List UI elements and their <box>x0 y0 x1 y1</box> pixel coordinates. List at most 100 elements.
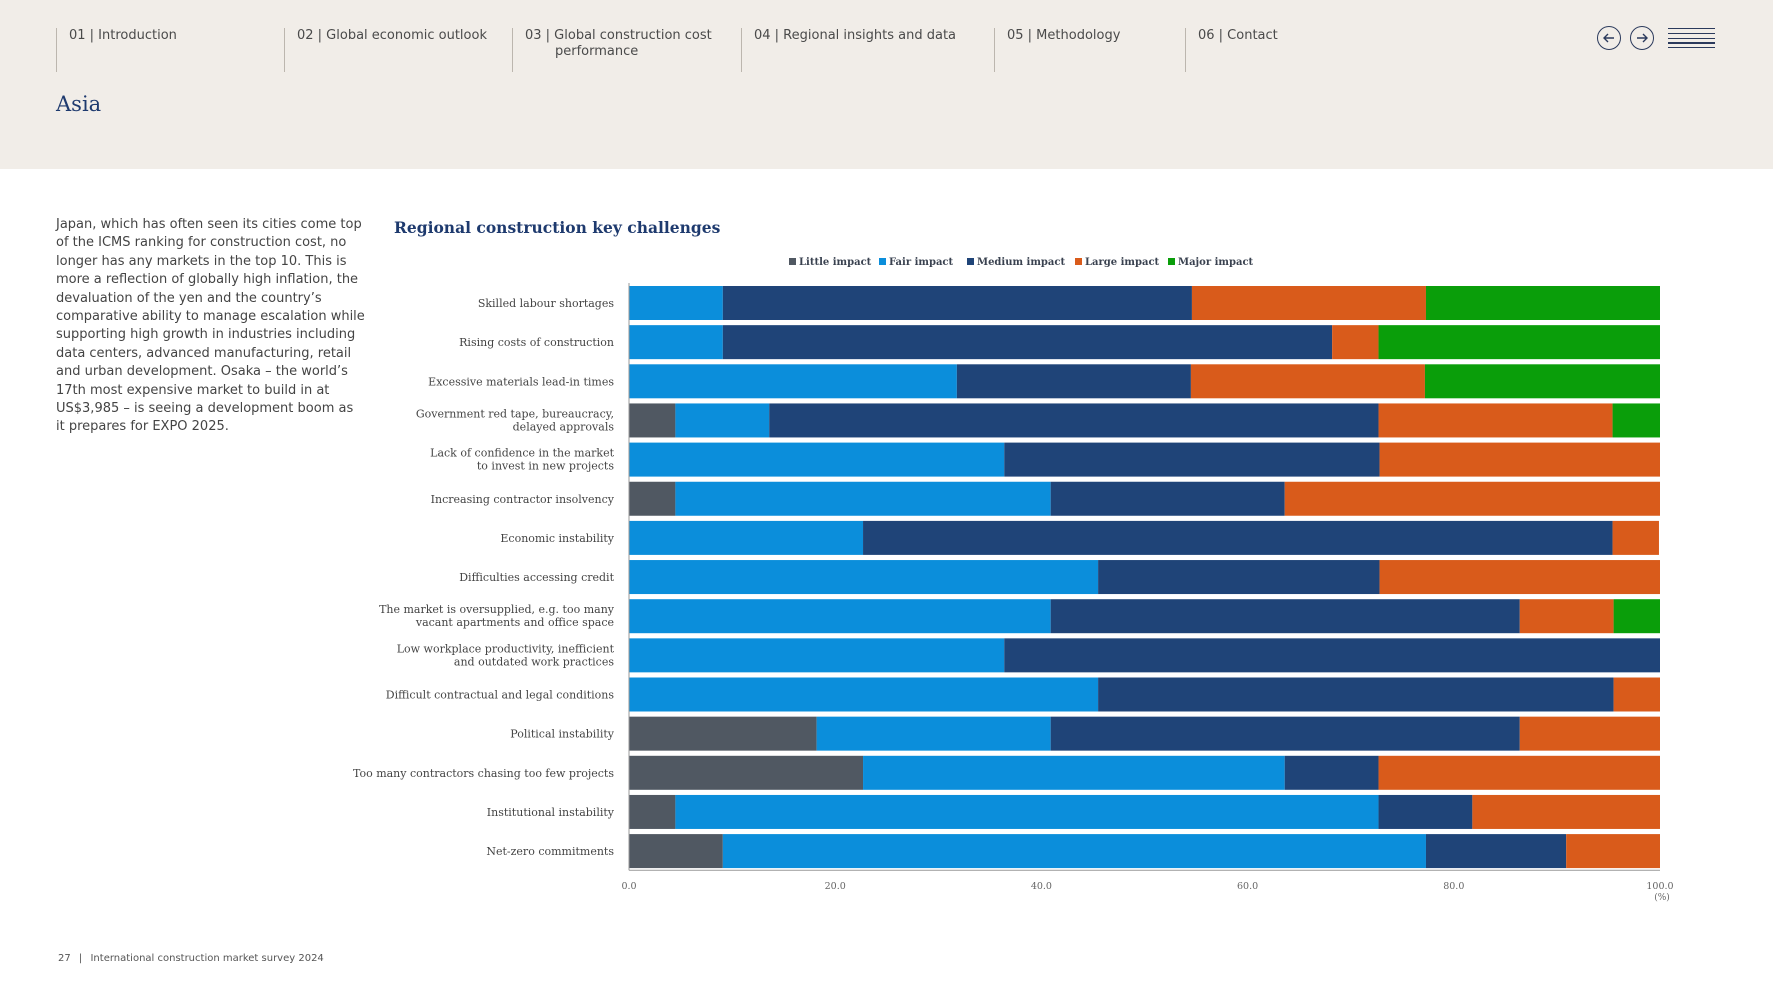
bar-segment-medium <box>1098 677 1614 712</box>
body-paragraph: Japan, which has often seen its cities c… <box>56 217 365 435</box>
bar-segment-little <box>629 481 676 516</box>
category-label: Net-zero commitments <box>486 845 614 858</box>
x-tick-label: 0.0 <box>621 881 636 892</box>
next-page-button[interactable] <box>1630 26 1654 50</box>
bar-segment-medium <box>1050 716 1520 751</box>
category-label: vacant apartments and office space <box>415 616 614 629</box>
category-label: Too many contractors chasing too few pro… <box>353 767 614 780</box>
category-label: Government red tape, bureaucracy, <box>416 407 614 420</box>
category-label: to invest in new projects <box>477 460 614 473</box>
previous-page-button[interactable] <box>1597 26 1621 50</box>
category-label: Difficulties accessing credit <box>459 571 614 584</box>
x-tick-label: 40.0 <box>1031 881 1052 892</box>
bar-segment-medium <box>722 286 1192 320</box>
bar-segment-large <box>1519 599 1614 634</box>
bar-segment-large <box>1379 442 1660 477</box>
category-label: Skilled labour shortages <box>478 297 615 310</box>
bar-segment-fair <box>722 834 1426 869</box>
legend-swatch <box>1075 258 1082 265</box>
legend-label: Major impact <box>1178 257 1254 268</box>
menu-button[interactable] <box>1668 28 1715 52</box>
bar-segment-fair <box>629 520 864 555</box>
bar-segment-medium <box>1004 442 1380 477</box>
category-label: Institutional instability <box>487 806 615 819</box>
bar-segment-major <box>1613 599 1660 634</box>
bar-segment-little <box>629 403 676 438</box>
hamburger-icon <box>1668 28 1715 49</box>
bar-segment-medium <box>1425 834 1567 869</box>
bar-segment-fair <box>629 599 1051 634</box>
bar-segment-fair <box>629 560 1099 595</box>
legend-label: Fair impact <box>889 257 954 268</box>
publication-title: International construction market survey… <box>90 953 324 964</box>
bar-segment-fair <box>629 677 1099 712</box>
x-tick-label: 60.0 <box>1237 881 1258 892</box>
footer: 27 | International construction market s… <box>58 953 324 964</box>
category-label: Political instability <box>510 728 615 741</box>
bar-segment-large <box>1519 716 1660 751</box>
bar-segment-little <box>629 834 723 869</box>
category-label: and outdated work practices <box>454 655 614 668</box>
nav-label: 02 | Global economic outlook <box>297 28 487 43</box>
bar-segment-large <box>1191 286 1426 320</box>
bar-segment-fair <box>863 755 1285 790</box>
bar-segment-medium <box>863 520 1613 555</box>
bar-segment-little <box>629 794 676 829</box>
bar-segment-medium <box>1004 638 1660 673</box>
bar-segment-large <box>1612 520 1659 555</box>
legend-label: Little impact <box>799 257 872 268</box>
bar-segment-medium <box>722 325 1333 360</box>
nav-label: 03 | Global construction cost <box>525 28 712 43</box>
bar-segment-medium <box>1050 599 1520 634</box>
bar-segment-major <box>1424 364 1660 399</box>
legend-swatch <box>789 258 796 265</box>
legend-swatch <box>1168 258 1175 265</box>
bar-segment-major <box>1378 325 1660 360</box>
legend-swatch <box>879 258 886 265</box>
chart-title: Regional construction key challenges <box>394 218 721 237</box>
category-label: Low workplace productivity, inefficient <box>397 642 615 655</box>
page-number: 27 <box>58 953 71 964</box>
nav-introduction[interactable]: 01 | Introduction <box>56 28 177 72</box>
legend-label: Large impact <box>1085 257 1160 268</box>
bar-segment-fair <box>675 481 1051 516</box>
legend-label: Medium impact <box>977 257 1065 268</box>
bar-segment-fair <box>675 403 770 438</box>
bar-segment-large <box>1472 794 1660 829</box>
bar-segment-fair <box>629 325 723 360</box>
x-tick-label: 80.0 <box>1443 881 1464 892</box>
x-unit-label: (%) <box>1654 892 1670 903</box>
nav-label: 06 | Contact <box>1198 28 1278 43</box>
category-label: Increasing contractor insolvency <box>431 493 615 506</box>
bar-segment-large <box>1190 364 1425 399</box>
bar-segment-large <box>1378 755 1660 790</box>
nav-regional-insights[interactable]: 04 | Regional insights and data <box>741 28 956 72</box>
bar-segment-large <box>1379 560 1660 595</box>
bar-segment-fair <box>629 364 957 399</box>
bar-segment-large <box>1613 677 1660 712</box>
bar-segment-fair <box>816 716 1051 751</box>
arrow-left-icon <box>1603 33 1614 43</box>
x-tick-label: 100.0 <box>1646 881 1673 892</box>
category-label: Rising costs of construction <box>459 336 614 349</box>
bar-segment-medium <box>956 364 1191 399</box>
bar-segment-large <box>1332 325 1379 360</box>
bar-segment-fair <box>629 286 723 320</box>
nav-contact[interactable]: 06 | Contact <box>1185 28 1278 72</box>
nav-global-construction-cost[interactable]: 03 | Global construction cost performanc… <box>512 28 712 72</box>
category-label: The market is oversupplied, e.g. too man… <box>379 603 615 616</box>
page-header: 01 | Introduction 02 | Global economic o… <box>0 0 1773 169</box>
bar-segment-fair <box>629 442 1005 477</box>
x-tick-label: 20.0 <box>825 881 846 892</box>
footer-separator: | <box>78 953 83 964</box>
nav-label: 05 | Methodology <box>1007 28 1121 43</box>
bar-segment-medium <box>1284 755 1379 790</box>
category-label: Excessive materials lead-in times <box>428 375 614 388</box>
nav-label-line2: performance <box>555 44 639 59</box>
bar-segment-large <box>1284 481 1660 516</box>
page-title: Asia <box>56 92 102 116</box>
nav-global-economic-outlook[interactable]: 02 | Global economic outlook <box>284 28 487 72</box>
nav-methodology[interactable]: 05 | Methodology <box>994 28 1120 72</box>
bar-segment-little <box>629 755 864 790</box>
bar-segment-medium <box>1098 560 1380 595</box>
